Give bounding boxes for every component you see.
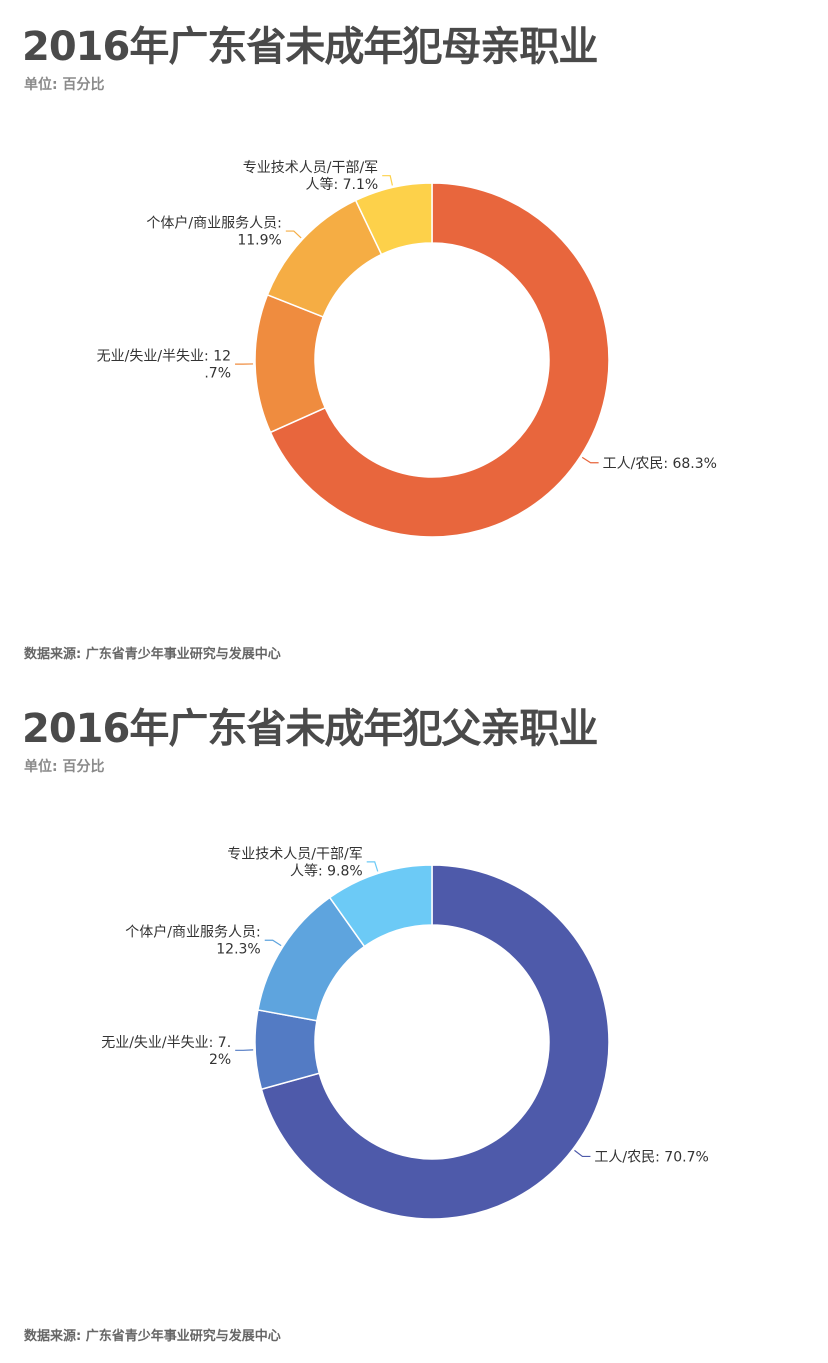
data-label-unemployed: 无业/失业/半失业: 7. 2% [101,1035,231,1068]
data-source: 数据来源: 广东省青少年事业研究与发展中心 [24,1329,281,1344]
leader-line-self-employed [285,230,302,239]
donut-chart-father: 工人/农民: 70.7% 无业/失业/半失业: 7. 2% 个体户/商业服务人员: 12… [101,846,709,1220]
leader-line-worker-farmer [581,456,599,464]
data-source: 数据来源: 广东省青少年事业研究与发展中心 [24,647,281,662]
leader-line-professional [382,175,393,186]
chart-subtitle: 单位: 百分比 [24,77,105,93]
chart-title: 2016年广东省未成年犯母亲职业 [22,24,598,70]
slice-professional [354,182,433,256]
chart-panel-mother: 工人/农民: 68.3% 无业/失业/半失业: 12.7% 个体户/商业服务人员: 1… [0,0,828,681]
leader-line-self-employed [264,939,282,947]
chart-title: 2016年广东省未成年犯父亲职业 [22,706,598,752]
slice-worker-farmer [269,182,610,538]
data-label-worker-farmer: 工人/农民: 68.3% [603,456,717,472]
slice-unemployed [254,293,327,434]
chart-subtitle: 单位: 百分比 [24,759,105,775]
slice-professional [328,864,433,948]
data-label-professional: 专业技术人员/干部/军人等: 7.1% [243,160,378,193]
data-label-self-employed: 个体户/商业服务人员: 12.3% [125,924,260,958]
leader-line-worker-farmer [574,1149,591,1158]
slice-worker-farmer [260,864,610,1220]
data-label-worker-farmer: 工人/农民: 70.7% [594,1149,708,1165]
chart-panel-father: 工人/农民: 70.7% 无业/失业/半失业: 7. 2% 个体户/商业服务人员: 12… [0,682,828,1363]
data-label-professional: 专业技术人员/干部/军人等: 9.8% [227,846,362,879]
leader-line-professional [366,861,379,872]
data-label-self-employed: 个体户/商业服务人员: 11.9% [146,215,281,249]
donut-chart-mother: 工人/农民: 68.3% 无业/失业/半失业: 12.7% 个体户/商业服务人员: 1… [97,160,717,538]
data-label-unemployed: 无业/失业/半失业: 12.7% [97,349,231,382]
